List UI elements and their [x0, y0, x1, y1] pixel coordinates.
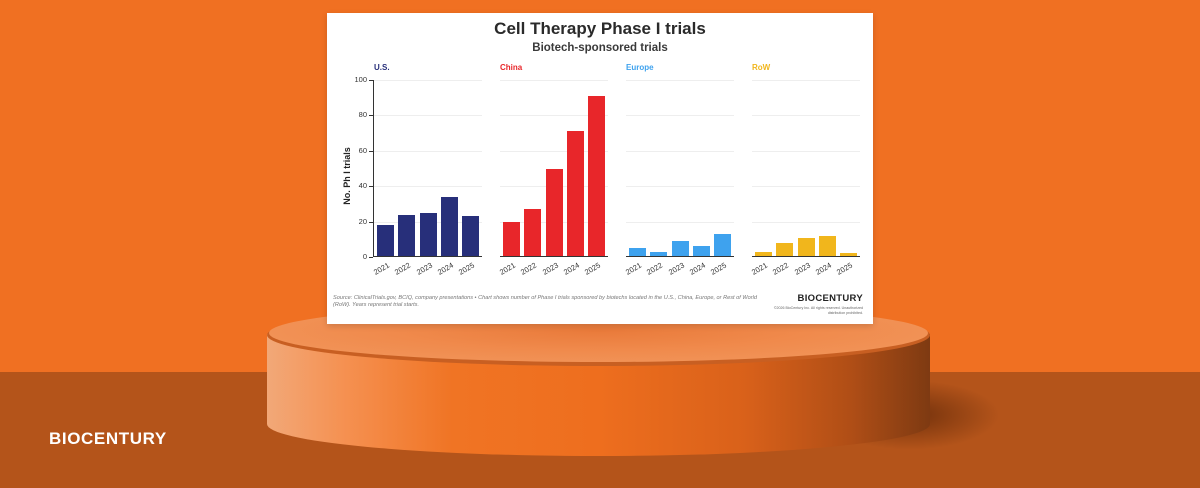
gridline	[626, 115, 734, 117]
panel-title: RoW	[752, 63, 771, 72]
bar-2025	[588, 95, 606, 257]
x-tick-label: 2024	[435, 260, 455, 277]
gridline	[626, 186, 734, 188]
gridline	[374, 186, 482, 188]
gridline	[752, 186, 860, 188]
gridline	[626, 221, 734, 223]
x-tick-label: 2024	[561, 260, 581, 277]
y-tick-label: 100	[354, 75, 367, 84]
bar-2025	[714, 234, 732, 257]
bar-2022	[776, 242, 794, 257]
chart-card: Cell Therapy Phase I trials Biotech-spon…	[327, 13, 873, 324]
panel-us: U.S. 2021 2022 2023 2024 2025	[372, 63, 482, 303]
y-tick-label: 60	[358, 145, 367, 155]
chart-subtitle: Biotech-sponsored trials	[532, 42, 668, 54]
y-axis	[373, 80, 374, 257]
x-tick-label: 2023	[666, 260, 686, 277]
x-tick-label: 2024	[813, 260, 833, 277]
gridline	[374, 115, 482, 117]
x-tick-label: 2025	[583, 260, 603, 277]
gridline	[626, 80, 734, 81]
x-tick-label: 2025	[709, 260, 729, 277]
bar-2024	[566, 131, 584, 257]
x-tick-label: 2022	[519, 260, 539, 277]
plot-area	[374, 80, 482, 257]
x-axis-line	[752, 255, 860, 257]
gridline	[752, 221, 860, 223]
bar-2023	[671, 241, 689, 257]
y-tick-mark	[369, 115, 373, 117]
y-tick-mark	[369, 80, 373, 81]
x-tick-label: 2025	[457, 260, 477, 277]
y-tick-mark	[369, 150, 373, 152]
gridline	[500, 150, 608, 152]
x-tick-label: 2023	[792, 260, 812, 277]
x-tick-label: 2021	[498, 260, 517, 277]
gridline	[500, 80, 608, 81]
gridline	[374, 150, 482, 152]
x-tick-label: 2022	[771, 260, 791, 277]
x-tick-label: 2024	[687, 260, 707, 277]
bar-2021	[503, 221, 520, 257]
bar-2022	[524, 209, 542, 257]
bar-2022	[398, 214, 416, 257]
x-tick-label: 2021	[624, 260, 643, 277]
chart-title: Cell Therapy Phase I trials	[494, 19, 706, 38]
card-biocentury-logo: BIOCENTURY	[797, 293, 863, 304]
biocentury-logo: BIOCENTURY	[49, 429, 167, 448]
y-tick-mark	[369, 186, 373, 188]
gridline	[626, 150, 734, 152]
y-tick-label: 40	[358, 181, 367, 191]
gridline	[500, 115, 608, 117]
panel-china: China 2021 2022 2023 2024 2025	[498, 63, 608, 303]
x-tick-label: 2021	[372, 260, 391, 277]
panel-row: RoW 2021 2022 2023 2024 2025	[750, 63, 860, 303]
gridline	[752, 115, 860, 117]
panel-title: Europe	[626, 63, 654, 72]
panel-title: U.S.	[374, 63, 390, 72]
gridline	[752, 150, 860, 152]
x-axis-line	[626, 255, 734, 257]
bar-2024	[440, 196, 458, 257]
bar-2025	[840, 253, 858, 257]
bar-2025	[462, 216, 480, 257]
bar-2024	[818, 235, 836, 257]
x-axis-line	[374, 255, 482, 257]
bar-2023	[545, 168, 563, 257]
plot-area	[500, 80, 608, 257]
plot-area	[752, 80, 860, 257]
bar-2023	[797, 237, 815, 257]
y-tick-label: 20	[358, 216, 367, 226]
y-tick-mark	[369, 257, 373, 258]
y-tick-mark	[369, 221, 373, 223]
x-tick-label: 2023	[414, 260, 434, 277]
bar-2024	[692, 246, 710, 257]
bar-2023	[419, 212, 437, 257]
x-tick-label: 2025	[835, 260, 855, 277]
x-tick-label: 2022	[645, 260, 665, 277]
source-note: Source: ClinicalTrials.gov, BCIQ, compan…	[333, 295, 757, 308]
gridline	[374, 80, 482, 81]
copyright-note: ©2026 BioCentury Inc. All rights reserve…	[773, 306, 863, 315]
x-tick-label: 2021	[750, 260, 769, 277]
x-tick-label: 2023	[540, 260, 560, 277]
bar-2021	[377, 225, 394, 257]
x-tick-label: 2022	[393, 260, 413, 277]
plot-area	[626, 80, 734, 257]
panel-title: China	[500, 63, 523, 72]
bar-2022	[650, 251, 668, 257]
y-tick-label: 0	[362, 252, 367, 261]
bar-2021	[755, 251, 772, 257]
gridline	[752, 80, 860, 81]
x-axis-line	[500, 255, 608, 257]
panel-europe: Europe 2021 2022 2023 2024 2025	[624, 63, 734, 303]
y-tick-label: 80	[358, 110, 367, 120]
bar-2021	[629, 248, 646, 257]
